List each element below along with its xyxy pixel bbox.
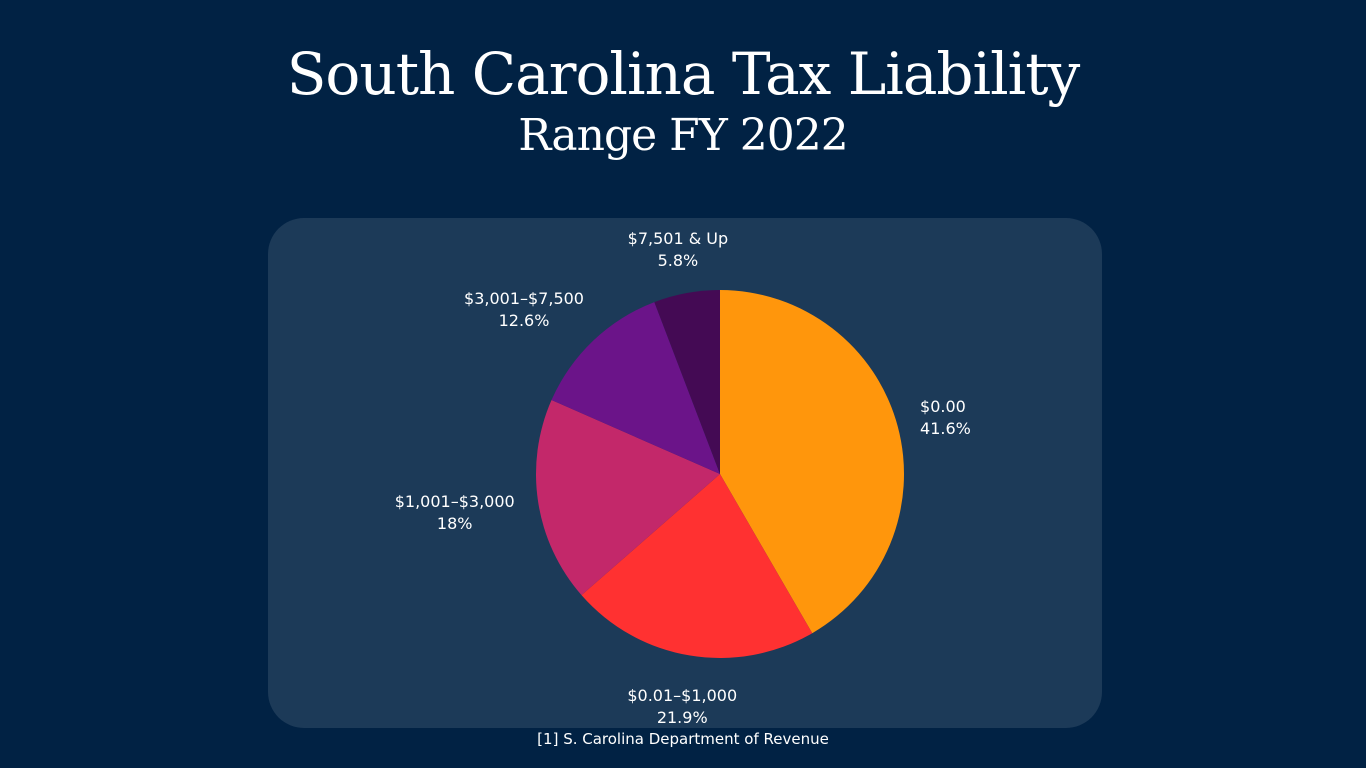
chart-title: South Carolina Tax Liability — [286, 40, 1081, 108]
source-note: [1] S. Carolina Department of Revenue — [537, 730, 829, 748]
slice-value-label: 5.8% — [658, 251, 699, 270]
pie-slices — [535, 290, 904, 658]
pie-slice — [551, 302, 720, 474]
slice-category-label: $1,001–$3,000 — [395, 492, 515, 511]
slice-category-label: $7,501 & Up — [628, 229, 729, 248]
slice-value-label: 41.6% — [920, 419, 971, 438]
pie-slice — [581, 474, 813, 658]
pie-slice — [654, 290, 720, 474]
slice-category-label: $0.00 — [920, 397, 966, 416]
slice-value-label: 21.9% — [657, 708, 708, 727]
chart-subtitle: Range FY 2022 — [518, 110, 848, 161]
slice-category-label: $0.01–$1,000 — [627, 686, 737, 705]
pie-labels: $0.00 41.6% $0.01–$1,000 21.9% $1,001–$3,000… — [395, 229, 971, 727]
slice-value-label: 18% — [437, 514, 473, 533]
slice-value-label: 12.6% — [499, 311, 550, 330]
pie-slice — [720, 290, 904, 634]
pie-slice — [535, 400, 720, 596]
slice-category-label: $3,001–$7,500 — [464, 289, 584, 308]
